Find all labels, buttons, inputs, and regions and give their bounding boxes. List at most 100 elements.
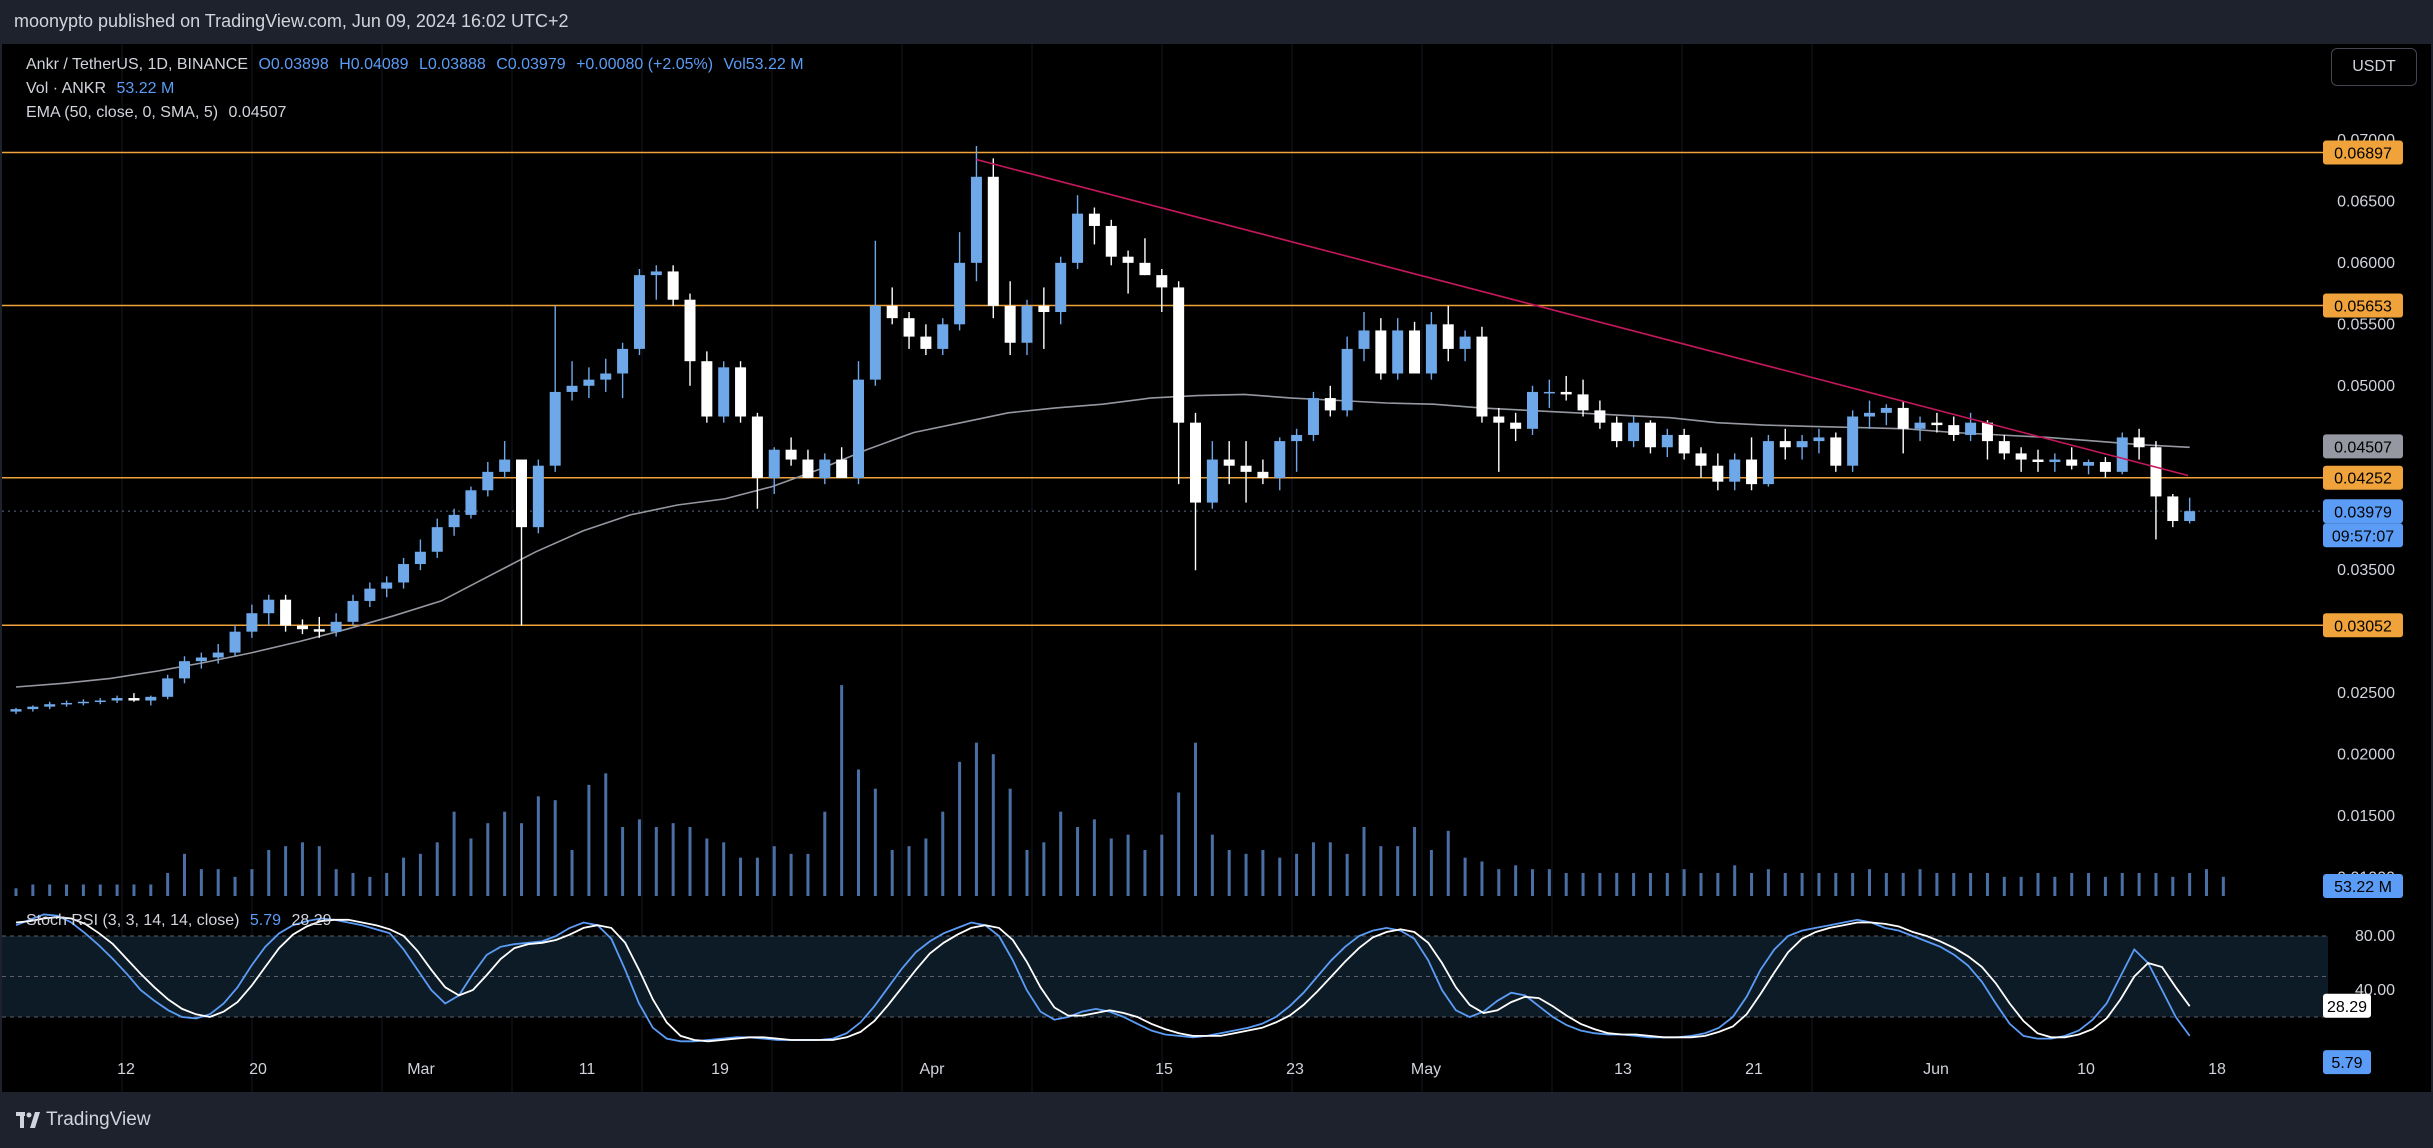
volume-bar (789, 853, 793, 896)
volume-legend-row: Vol · ANKR 53.22 M (26, 77, 810, 101)
price-tick-label: 0.03500 (2337, 562, 2395, 579)
volume-bar (1446, 830, 1450, 896)
volume-bar (149, 884, 153, 896)
volume-bar (1345, 853, 1349, 896)
volume-bar (98, 884, 102, 896)
candle-body (1864, 412, 1875, 417)
chart-canvas[interactable]: 0.075000.070000.065000.060000.055000.050… (2, 44, 2431, 1092)
volume-bar (250, 869, 254, 896)
stoch-tag-k-bg (2323, 1050, 2371, 1075)
volume-bar (1682, 869, 1686, 896)
candle-body (970, 176, 982, 263)
symbol-legend-row: Ankr / TetherUS, 1D, BINANCE O0.03898 H0… (26, 53, 810, 77)
price-tag-volume: 53.22 M (2323, 874, 2403, 898)
candle-body (566, 385, 578, 392)
volume-bar (2053, 876, 2057, 896)
chart-panel[interactable]: 0.075000.070000.065000.060000.055000.050… (2, 44, 2431, 1092)
candle-body (179, 661, 190, 679)
candle-body (94, 700, 106, 703)
publish-info: moonypto published on TradingView.com, J… (14, 11, 569, 31)
price-tag-countdown: 09:57:07 (2323, 523, 2403, 548)
candle-body (1611, 422, 1623, 442)
stoch-legend-label[interactable]: Stoch RSI (3, 3, 14, 14, close) (26, 912, 240, 929)
candle-body (1375, 330, 1387, 374)
volume-bar (688, 827, 692, 896)
volume-bar (300, 842, 304, 896)
volume-legend-label[interactable]: Vol · ANKR (26, 80, 107, 97)
volume-bar (587, 784, 591, 896)
candle-body (987, 176, 999, 306)
volume-bar (368, 876, 372, 896)
candle-body (1762, 441, 1774, 485)
candlesticks (10, 146, 2196, 715)
price-tick-label: 0.06500 (2337, 193, 2395, 210)
volume-bar (1884, 873, 1888, 896)
volume-bar (1194, 742, 1197, 896)
candle-body (1139, 262, 1151, 276)
price-tag-level3-bg (2323, 465, 2403, 490)
volume-bar (2019, 876, 2023, 896)
candle-body (2133, 437, 2145, 448)
time-tick-label: 20 (249, 1061, 267, 1078)
volume-bar (1851, 873, 1855, 896)
volume-bar (924, 838, 928, 896)
candle-body (111, 698, 123, 701)
trendline (976, 158, 2189, 477)
volume-bar (890, 850, 894, 896)
volume-bar (1092, 819, 1096, 896)
volume-bar (317, 846, 321, 896)
candle-body (516, 459, 527, 528)
candle-body (1695, 453, 1707, 466)
candle-body (2015, 453, 2027, 460)
volume-bar (2103, 876, 2107, 896)
candle-body (2167, 496, 2179, 522)
volume-bar (1311, 842, 1315, 896)
candle-body (1965, 422, 1977, 435)
price-tick-label: 0.05500 (2337, 316, 2395, 333)
volume-bar (385, 873, 389, 896)
volume-bar (1042, 842, 1046, 896)
candle-body (313, 629, 325, 632)
volume-bar (1261, 850, 1265, 896)
candle-body (212, 652, 224, 658)
candle-body (532, 465, 544, 528)
candle-body (600, 373, 612, 380)
price-tick-label: 0.02500 (2337, 685, 2395, 702)
tradingview-logo[interactable]: TradingView (16, 1109, 151, 1131)
volume-bar (1969, 873, 1973, 896)
volume-bar (452, 811, 456, 896)
ema-legend-label[interactable]: EMA (50, close, 0, SMA, 5) (26, 104, 219, 121)
candle-body (1341, 348, 1353, 411)
candle-body (751, 416, 763, 478)
volume-bar (1379, 846, 1383, 896)
volume-bar (1834, 873, 1838, 896)
stoch-tag-d: 28.29 (2323, 993, 2371, 1018)
ohlc-low: L0.03888 (419, 56, 486, 73)
candle-body (853, 379, 864, 478)
grid-lines (121, 44, 1813, 1092)
volume-bar (1463, 857, 1467, 896)
symbol-name[interactable]: Ankr / TetherUS, 1D, BINANCE (26, 56, 248, 73)
support-resistance-lines (2, 151, 2328, 627)
volume-bar (2205, 869, 2208, 896)
volume-bar (132, 884, 136, 896)
volume-bar (857, 769, 860, 896)
volume-bar (486, 823, 490, 896)
candle-body (954, 262, 966, 325)
volume-bar (1126, 834, 1130, 896)
volume-bar (1648, 873, 1652, 896)
price-tag-volume-bg (2323, 874, 2403, 898)
candle-body (1442, 324, 1454, 349)
candle-body (1746, 459, 1758, 485)
candle-body (701, 361, 713, 417)
candle-body (1527, 391, 1538, 429)
volume-bar (418, 853, 422, 896)
price-tick-label: 0.06000 (2337, 255, 2395, 272)
candle-body (1072, 213, 1084, 263)
volume-bar (48, 884, 52, 896)
candle-body (1425, 324, 1437, 374)
currency-button[interactable]: USDT (2331, 48, 2417, 86)
volume-bar (1918, 869, 1922, 896)
volume-bar (2221, 876, 2225, 896)
candle-body (1206, 459, 1218, 503)
